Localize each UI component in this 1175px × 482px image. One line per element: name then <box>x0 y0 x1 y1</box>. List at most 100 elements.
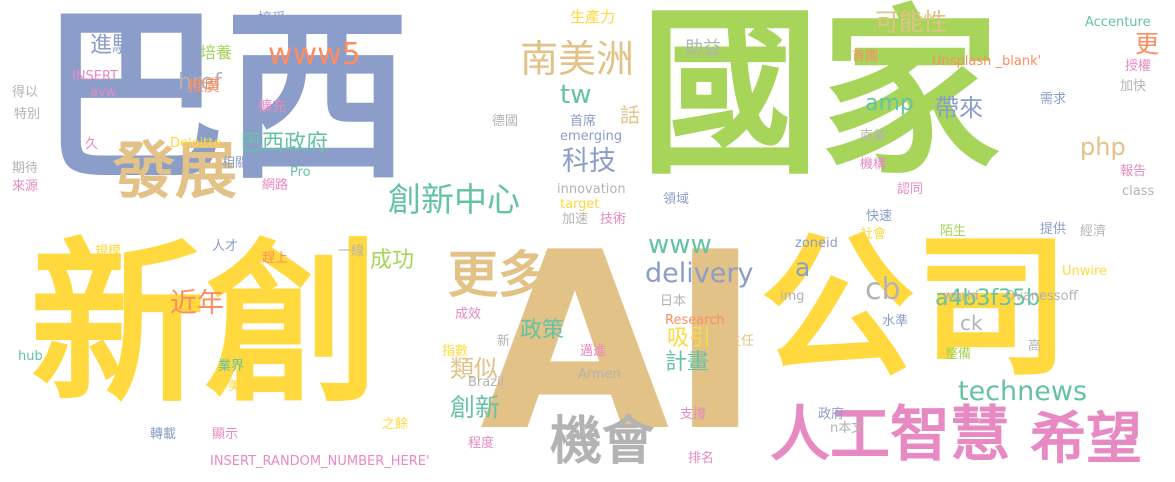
word-9: 更多 <box>448 246 548 304</box>
word-110: 高 <box>1028 339 1042 354</box>
word-33: 計畫 <box>665 350 710 375</box>
word-103: 提供 <box>1040 222 1067 237</box>
word-41: 培養 <box>200 43 233 62</box>
word-34: 類似 <box>450 355 498 383</box>
word-17: amp <box>865 91 914 116</box>
word-54: 網路 <box>262 178 289 193</box>
word-53: Pro <box>290 165 311 180</box>
word-64: 顯示 <box>212 427 239 442</box>
word-70: 指數 <box>442 344 469 359</box>
word-55: 規模 <box>95 244 122 259</box>
word-46: 得以 <box>12 85 39 100</box>
word-107: Ovanessoff <box>1005 289 1078 304</box>
word-10: 南美洲 <box>520 37 635 81</box>
word-57: 趕上 <box>262 251 289 266</box>
word-105: Unwire <box>1062 264 1108 279</box>
word-21: cb <box>865 272 901 307</box>
word-20: a <box>795 253 811 282</box>
word-80: Research <box>665 313 725 328</box>
word-45: avw <box>90 85 117 100</box>
word-12: www5 <box>268 37 361 72</box>
word-37: 吸引 <box>667 326 712 351</box>
word-85: 主任 <box>728 334 755 349</box>
word-109: 整備 <box>945 347 972 362</box>
word-59: src <box>238 288 257 303</box>
word-81: 邁進 <box>580 344 607 359</box>
word-75: innovation <box>557 182 626 197</box>
word-11: 創新中心 <box>388 180 520 219</box>
word-25: 巴西政府 <box>240 131 329 156</box>
word-89: Unsplash _blank' <box>932 54 1042 69</box>
word-24: 創新 <box>450 393 501 422</box>
word-112: n本文 <box>830 421 865 436</box>
word-111: 政府 <box>818 407 845 422</box>
word-69: 成效 <box>455 307 482 322</box>
word-8: 機會 <box>550 412 655 472</box>
word-32: ck <box>960 311 983 335</box>
word-90: 首圖 <box>852 49 879 64</box>
word-23: 近年 <box>170 288 224 319</box>
word-0: 巴西 <box>40 0 410 205</box>
word-77: 加速 <box>562 212 589 227</box>
word-88: Accenture <box>1085 15 1151 30</box>
word-48: 久 <box>85 137 99 152</box>
word-52: 相關 <box>222 156 249 171</box>
word-95: 報告 <box>1120 164 1147 179</box>
word-71: Brazil <box>468 375 505 390</box>
word-15: 科技 <box>562 146 616 177</box>
word-27: href <box>178 70 222 95</box>
word-4: 公司 <box>760 217 1070 398</box>
word-49: 期待 <box>12 161 39 176</box>
word-62: 美國 <box>228 379 255 394</box>
word-14: technews <box>958 376 1088 407</box>
word-63: 轉載 <box>150 427 177 442</box>
word-82: Armen <box>578 367 621 382</box>
word-1: 國家 <box>640 0 1001 199</box>
word-40: 接受 <box>258 11 286 27</box>
word-29: 更 <box>1135 30 1159 58</box>
word-50: 來源 <box>12 179 39 194</box>
word-44: INSERT <box>72 69 119 84</box>
word-58: 一線 <box>338 244 365 259</box>
word-76: target <box>560 197 600 212</box>
word-68: 新 <box>497 334 511 349</box>
word-91: 授權 <box>1125 59 1152 74</box>
word-94: 南美 <box>860 129 887 144</box>
word-66: 之餘 <box>382 417 409 432</box>
word-30: 帶來 <box>935 94 983 122</box>
word-99: 領域 <box>663 192 690 207</box>
word-22: a4b3f35b <box>935 286 1041 311</box>
word-92: 加快 <box>1120 79 1147 94</box>
word-16: tw <box>560 80 592 110</box>
word-7: 發展 <box>113 134 238 207</box>
word-74: emerging <box>560 129 623 144</box>
word-2: 新創 <box>30 224 380 427</box>
word-3: AI <box>480 200 761 482</box>
word-72: 德國 <box>492 114 519 129</box>
word-73: 首席 <box>570 114 597 129</box>
word-98: class <box>1122 184 1155 199</box>
word-60: hub <box>18 349 43 364</box>
word-67: 程度 <box>468 436 495 451</box>
word-106: world <box>943 289 979 304</box>
word-47: 特別 <box>14 107 41 122</box>
word-65: INSERT_RANDOM_NUMBER_HERE' <box>210 454 430 469</box>
word-101: 社會 <box>860 227 887 242</box>
word-87: zoneid <box>795 236 838 251</box>
word-86: img <box>780 289 805 304</box>
word-83: 支撐 <box>680 407 707 422</box>
word-93: 需求 <box>1040 92 1067 107</box>
word-38: 助益 <box>685 38 721 59</box>
word-13: delivery <box>645 258 754 289</box>
word-19: www <box>648 230 712 260</box>
word-6: 希望 <box>1030 407 1142 472</box>
word-42: 推廣 <box>188 76 221 95</box>
word-5: 人工智慧 <box>770 400 1010 470</box>
word-18: php <box>1080 133 1126 161</box>
word-97: 認同 <box>897 182 924 197</box>
word-78: 技術 <box>600 212 627 227</box>
word-102: 陌生 <box>940 224 967 239</box>
word-104: 經濟 <box>1080 224 1107 239</box>
word-43: 擴充 <box>258 99 286 115</box>
